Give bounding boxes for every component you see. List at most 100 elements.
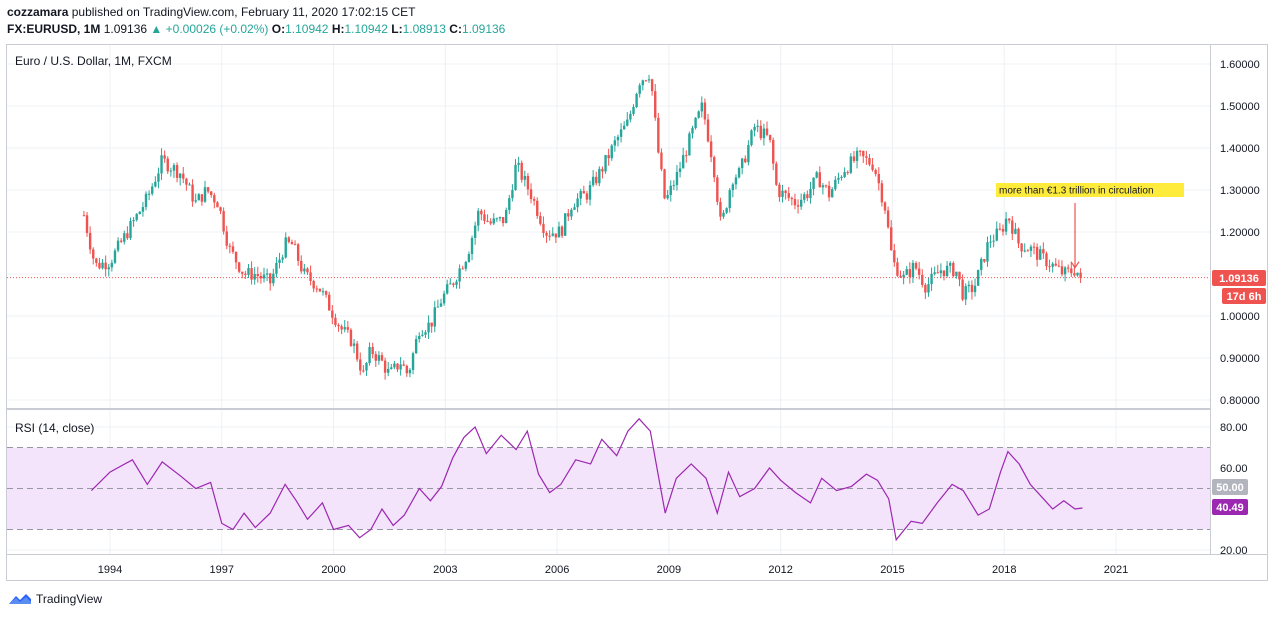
- candle-up: [368, 347, 371, 364]
- candle-up: [610, 145, 613, 159]
- candle-up: [281, 257, 284, 260]
- candle-up: [151, 186, 154, 194]
- candle-up: [843, 172, 846, 178]
- candle-up: [511, 190, 514, 199]
- candle-up: [731, 184, 735, 191]
- candle-up: [517, 162, 520, 165]
- candle-down: [899, 275, 902, 278]
- candle-up: [433, 307, 436, 327]
- candle-down: [526, 175, 530, 190]
- price-tick-label: 0.80000: [1220, 395, 1260, 407]
- candle-down: [545, 232, 548, 236]
- candle-up: [101, 262, 104, 269]
- candle-up: [1023, 250, 1026, 252]
- candle-up: [911, 262, 915, 278]
- candle-down: [1057, 265, 1061, 267]
- candle-up: [411, 353, 415, 370]
- candle-up: [849, 156, 853, 173]
- candle-up: [781, 190, 784, 197]
- candle-down: [585, 193, 589, 200]
- candle-up: [672, 185, 676, 187]
- candle-down: [539, 215, 542, 224]
- candle-down: [480, 210, 483, 215]
- candle-down: [501, 217, 505, 224]
- candle-up: [905, 269, 908, 275]
- candle-down: [241, 271, 244, 274]
- annotation-box[interactable]: [996, 183, 1184, 197]
- candle-up: [470, 237, 474, 255]
- price-tick-label: 1.40000: [1220, 143, 1260, 155]
- candle-down: [300, 260, 303, 272]
- candle-down: [210, 191, 213, 196]
- candle-up: [265, 273, 269, 275]
- candle-down: [216, 202, 219, 208]
- low-label: L:: [391, 22, 403, 36]
- candle-down: [542, 223, 545, 233]
- rsi-pane-title: RSI (14, close): [15, 421, 94, 435]
- candle-down: [827, 185, 831, 198]
- candle-up: [598, 168, 601, 184]
- candle-up: [1029, 246, 1033, 251]
- price-tick-label: 1.30000: [1220, 185, 1260, 197]
- candle-up: [955, 271, 958, 277]
- candle-up: [399, 364, 402, 370]
- candle-up: [809, 189, 812, 199]
- candle-up: [303, 268, 306, 272]
- candle-down: [554, 233, 558, 238]
- candle-down: [796, 205, 800, 207]
- publisher-name[interactable]: cozzamara: [7, 5, 69, 19]
- axis-labels: 1994 1997 2000 2003 2006 2009 2012 2015 2018 2021…: [98, 59, 1260, 576]
- candle-up: [473, 225, 477, 238]
- candle-down: [104, 262, 107, 270]
- candle-down: [775, 163, 778, 185]
- candlestick-series: [7, 74, 1210, 380]
- candle-down: [1042, 249, 1045, 254]
- countdown-badge: [1222, 288, 1266, 304]
- candle-up: [275, 262, 278, 274]
- candle-down: [362, 370, 365, 372]
- candle-up: [669, 185, 672, 195]
- candle-down: [259, 276, 263, 279]
- candle-up: [160, 155, 163, 174]
- candle-down: [601, 168, 604, 172]
- footer-brand[interactable]: TradingView: [8, 592, 102, 606]
- candle-up: [523, 175, 527, 180]
- candle-down: [709, 141, 713, 158]
- candle-down: [185, 178, 188, 185]
- time-tick-label: 2009: [657, 564, 681, 576]
- price-tick-label: 1.00000: [1220, 311, 1260, 323]
- candle-up: [666, 194, 669, 199]
- candle-up: [986, 242, 989, 262]
- candle-down: [231, 246, 235, 252]
- candle-down: [1017, 228, 1020, 244]
- candle-down: [703, 102, 707, 120]
- rsi-tick-label: 60.00: [1220, 463, 1248, 475]
- price-pane[interactable]: [6, 44, 1211, 409]
- candle-down: [713, 157, 716, 178]
- time-axis[interactable]: [6, 554, 1268, 581]
- candle-up: [675, 171, 679, 186]
- footer-brand-label: TradingView: [36, 592, 103, 606]
- candle-down: [486, 220, 489, 222]
- candle-down: [98, 262, 101, 269]
- time-tick-label: 2012: [768, 564, 792, 576]
- candle-up: [948, 262, 952, 266]
- candle-up: [933, 272, 936, 274]
- time-tick-label: 2000: [321, 564, 345, 576]
- candle-up: [492, 218, 495, 224]
- candle-down: [296, 244, 300, 261]
- candle-down: [234, 251, 238, 263]
- candle-down: [1045, 253, 1048, 267]
- candle-down: [880, 183, 884, 203]
- candle-down: [790, 197, 794, 200]
- candle-down: [1073, 273, 1076, 276]
- rsi-tick-label: 80.00: [1220, 422, 1248, 434]
- candle-up: [622, 125, 626, 130]
- candle-up: [551, 233, 554, 236]
- change-text: +0.00026 (+0.02%): [165, 22, 269, 36]
- candle-up: [995, 228, 998, 241]
- time-tick-label: 1997: [210, 564, 234, 576]
- candle-up: [831, 189, 834, 198]
- candle-down: [862, 150, 865, 157]
